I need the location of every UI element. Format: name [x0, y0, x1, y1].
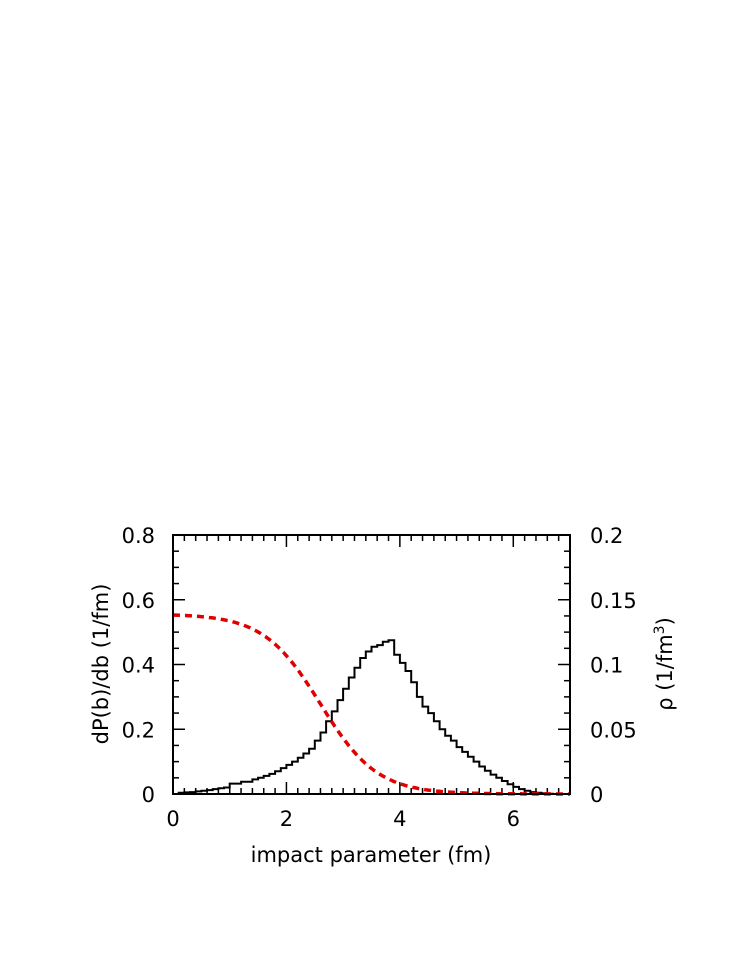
x-tick-label: 0	[166, 807, 179, 831]
y-right-tick-label: 0.15	[590, 589, 637, 613]
y-right-tick-label: 0.05	[590, 718, 637, 742]
y-left-tick-label: 0.4	[122, 654, 155, 678]
y-right-tick-labels: 0 0.05 0.1 0.15 0.2	[590, 524, 637, 807]
y-right-tick-label: 0.1	[590, 654, 623, 678]
tick-marks	[172, 534, 571, 795]
x-tick-label: 2	[280, 807, 293, 831]
y-left-tick-label: 0	[142, 783, 155, 807]
histogram-series	[173, 639, 570, 795]
plot-frame	[172, 534, 571, 795]
y-right-tick-label: 0.2	[590, 524, 623, 548]
y-right-axis-title-main: ρ (1/fm	[653, 634, 677, 710]
y-left-tick-label: 0.8	[122, 524, 155, 548]
y-left-tick-label: 0.2	[122, 718, 155, 742]
y-right-axis-title-close: )	[653, 617, 677, 625]
x-axis-title: impact parameter (fm)	[251, 843, 492, 867]
density-curve-series	[173, 613, 570, 796]
y-left-tick-labels: 0 0.2 0.4 0.6 0.8	[122, 524, 155, 807]
y-left-axis-title: dP(b)/db (1/fm)	[89, 584, 113, 745]
x-tick-label: 6	[507, 807, 520, 831]
x-tick-label: 4	[393, 807, 406, 831]
y-right-axis-title-superscript: 3	[652, 625, 668, 634]
y-right-axis-title: ρ (1/fm3)	[652, 617, 677, 711]
y-left-tick-label: 0.6	[122, 589, 155, 613]
y-right-tick-label: 0	[590, 783, 603, 807]
x-tick-labels: 0 2 4 6	[166, 807, 520, 831]
